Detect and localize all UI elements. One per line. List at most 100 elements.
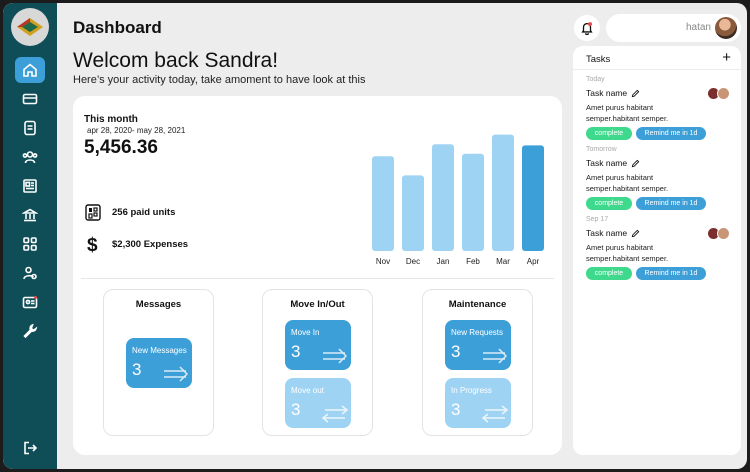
sidebar-item-apps[interactable] xyxy=(3,231,57,257)
tile-count: 3 xyxy=(291,342,301,361)
monthly-bar-chart: Nov Dec Jan Feb Mar Apr xyxy=(372,134,544,266)
tile-label: New Messages xyxy=(132,346,187,355)
notifications-button[interactable] xyxy=(574,15,600,41)
remind-button[interactable]: Remind me in 1d xyxy=(636,127,706,140)
paid-units-label: 256 paid units xyxy=(112,206,176,218)
x-tick-label: Apr xyxy=(527,257,540,266)
sidebar-item-bank[interactable] xyxy=(3,202,57,228)
period-range: apr 28, 2020- may 28, 2021 xyxy=(87,126,186,135)
svg-text:$: $ xyxy=(87,235,98,255)
task-day: Tomorrow xyxy=(586,146,617,153)
task-day: Sep 17 xyxy=(586,216,609,223)
logout-icon xyxy=(24,441,38,455)
tasks-panel: Tasks + Today Task name Amet purus habit… xyxy=(573,46,741,455)
in-progress-tile[interactable]: In Progress 3 xyxy=(445,378,511,428)
task-name-label: Task name xyxy=(586,228,628,238)
paid-units-stat: 256 paid units xyxy=(84,202,175,222)
users-icon xyxy=(22,151,38,164)
edit-pencil-icon[interactable] xyxy=(631,229,640,238)
summary-panel: This month apr 28, 2020- may 28, 2021 5,… xyxy=(73,96,562,455)
task-name-label: Task name xyxy=(586,158,628,168)
logout-button[interactable] xyxy=(3,435,57,461)
period-label: This month xyxy=(84,114,138,125)
new-requests-tile[interactable]: New Requests 3 xyxy=(445,320,511,370)
task-name-label: Task name xyxy=(586,88,628,98)
move-out-tile[interactable]: Move out 3 xyxy=(285,378,351,428)
bar-apr xyxy=(522,145,544,251)
card-title: Maintenance xyxy=(448,299,507,310)
card-title: Move In/Out xyxy=(290,299,345,310)
bar-nov xyxy=(372,156,394,251)
logo[interactable] xyxy=(11,8,49,46)
welcome-subtitle: Here’s your activity today, take amoment… xyxy=(73,74,366,86)
edit-pencil-icon[interactable] xyxy=(631,159,640,168)
welcome-heading: Welcom back Sandra! xyxy=(73,49,279,72)
task-day: Today xyxy=(586,76,605,83)
sidebar-item-user-settings[interactable] xyxy=(3,260,57,286)
divider xyxy=(81,278,554,279)
tile-label: Move out xyxy=(291,386,324,395)
logo-icon xyxy=(17,18,43,36)
x-tick-label: Dec xyxy=(406,257,420,266)
tile-count: 3 xyxy=(451,342,461,361)
task-description: Amet purus habitant semper.habitant semp… xyxy=(586,103,669,123)
task-name: Task name xyxy=(586,158,640,168)
new-messages-tile[interactable]: New Messages 3 xyxy=(126,338,192,388)
assignee-avatars xyxy=(707,87,733,100)
move-in-tile[interactable]: Move In 3 xyxy=(285,320,351,370)
maintenance-card: Maintenance New Requests 3 In Progress 3 xyxy=(422,289,533,436)
swap-arrows-icon xyxy=(321,405,349,423)
edit-pencil-icon[interactable] xyxy=(631,89,640,98)
tile-label: Move In xyxy=(291,328,320,337)
sidebar-item-contacts[interactable] xyxy=(3,289,57,315)
sidebar-item-home[interactable] xyxy=(3,57,57,83)
bank-icon xyxy=(22,208,38,222)
tile-label: In Progress xyxy=(451,386,492,395)
wrench-icon xyxy=(23,323,38,339)
add-task-button[interactable]: + xyxy=(722,49,731,66)
remind-button[interactable]: Remind me in 1d xyxy=(636,197,706,210)
user-menu[interactable]: hatan xyxy=(606,14,741,42)
document-icon xyxy=(24,120,36,136)
dollar-icon: $ xyxy=(87,235,98,255)
assignee-avatars xyxy=(707,227,733,240)
sidebar-item-news[interactable] xyxy=(3,173,57,199)
grid-icon xyxy=(23,237,37,251)
total-amount: 5,456.36 xyxy=(84,137,158,158)
sidebar-item-payments[interactable] xyxy=(3,86,57,112)
x-tick-label: Feb xyxy=(466,257,480,266)
x-tick-label: Nov xyxy=(376,257,390,266)
app-window: Dashboard Welcom back Sandra! Here’s you… xyxy=(3,3,747,469)
complete-button[interactable]: complete xyxy=(586,197,632,210)
tasks-header: Tasks + xyxy=(573,46,741,70)
tile-count: 3 xyxy=(291,400,301,419)
arrow-right-icon xyxy=(164,366,189,382)
remind-button[interactable]: Remind me in 1d xyxy=(636,267,706,280)
username: hatan xyxy=(685,22,711,33)
tile-count: 3 xyxy=(132,360,142,379)
task-name: Task name xyxy=(586,88,640,98)
newspaper-icon xyxy=(23,179,37,193)
complete-button[interactable]: complete xyxy=(586,127,632,140)
sidebar-item-tools[interactable] xyxy=(3,318,57,344)
expenses-stat: $ $2,300 Expenses xyxy=(84,233,188,255)
page-title: Dashboard xyxy=(73,18,162,37)
task-description: Amet purus habitant semper.habitant semp… xyxy=(586,243,669,263)
user-settings-icon xyxy=(23,266,37,280)
avatar xyxy=(717,227,730,240)
id-card-icon xyxy=(22,296,38,309)
credit-card-icon xyxy=(22,93,38,105)
card-title: Messages xyxy=(135,299,182,310)
arrow-right-icon xyxy=(483,348,508,364)
tasks-title: Tasks xyxy=(586,54,611,65)
complete-button[interactable]: complete xyxy=(586,267,632,280)
arrow-right-icon xyxy=(323,348,348,364)
swap-arrows-icon xyxy=(481,405,509,423)
sidebar xyxy=(3,3,57,469)
sidebar-item-documents[interactable] xyxy=(3,115,57,141)
task-description: Amet purus habitant semper.habitant semp… xyxy=(586,173,669,193)
sidebar-item-tenants[interactable] xyxy=(3,144,57,170)
home-icon xyxy=(23,63,37,77)
bar-feb xyxy=(462,153,484,251)
avatar xyxy=(717,87,730,100)
